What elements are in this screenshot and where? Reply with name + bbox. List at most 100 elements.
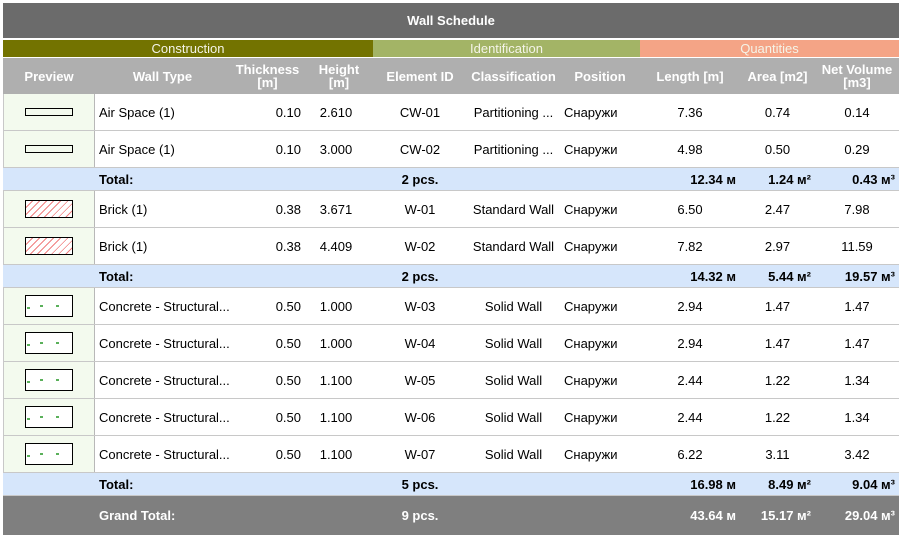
- position-cell: Снаружи: [564, 409, 618, 425]
- classification-cell: Standard Wall: [472, 238, 555, 254]
- column-header-thickness[interactable]: Thickness [m]: [235, 62, 300, 90]
- spacer: [467, 496, 640, 535]
- thickness-cell: 0.50: [275, 409, 301, 425]
- area-cell: 0.50: [764, 141, 791, 157]
- column-header-row: Preview Wall Type Thickness [m] Height [m] E…: [3, 58, 899, 94]
- column-header-area[interactable]: Area [m2]: [747, 68, 808, 84]
- spacer: [3, 496, 95, 535]
- brick-preview-icon: [25, 237, 73, 255]
- preview-cell: [3, 436, 95, 472]
- classification-cell: Partitioning ...: [473, 104, 554, 120]
- section-total-row: Total: 2 pcs. 14.32 м 5.44 м² 19.57 м³: [3, 265, 899, 288]
- net-volume-cell: 0.29: [844, 141, 870, 157]
- total-volume: 9.04 м³: [852, 476, 895, 492]
- height-cell: 1.000: [319, 298, 353, 314]
- total-label: Total:: [99, 268, 134, 284]
- wall-schedule-table: Wall Schedule Construction Identificatio…: [3, 3, 899, 535]
- total-length: 12.34 м: [690, 171, 736, 187]
- height-cell: 1.100: [319, 372, 353, 388]
- table-row[interactable]: Concrete - Structural... 0.50 1.100 W-07 Sol…: [3, 436, 899, 473]
- wall-type-cell: Brick (1): [99, 201, 148, 217]
- spacer: [3, 168, 95, 190]
- position-cell: Снаружи: [564, 104, 618, 120]
- total-count: 5 pcs.: [401, 476, 439, 492]
- total-area: 1.24 м²: [768, 171, 811, 187]
- group-construction: Construction: [3, 40, 373, 57]
- height-cell: 2.610: [319, 104, 353, 120]
- classification-cell: Solid Wall: [484, 409, 543, 425]
- total-volume: 19.57 м³: [844, 268, 895, 284]
- table-row[interactable]: Brick (1) 0.38 3.671 W-01 Standard Wall Снару…: [3, 191, 899, 228]
- area-cell: 2.47: [764, 201, 791, 217]
- preview-cell: [3, 288, 95, 324]
- brick-preview-icon: [25, 200, 73, 218]
- preview-cell: [3, 191, 95, 227]
- table-row[interactable]: Air Space (1) 0.10 3.000 CW-02 Partitioning …: [3, 131, 899, 168]
- column-header-height[interactable]: Height [m]: [318, 62, 360, 90]
- total-volume: 0.43 м³: [852, 171, 895, 187]
- preview-cell: [3, 362, 95, 398]
- area-cell: 1.22: [764, 409, 791, 425]
- column-header-classification[interactable]: Classification: [471, 68, 556, 84]
- section-total-row: Total: 5 pcs. 16.98 м 8.49 м² 9.04 м³: [3, 473, 899, 496]
- spacer: [467, 473, 640, 495]
- spacer: [467, 265, 640, 287]
- classification-cell: Solid Wall: [484, 372, 543, 388]
- schedule-title: Wall Schedule: [3, 3, 899, 38]
- air-space-preview-icon: [25, 108, 73, 116]
- table-row[interactable]: Concrete - Structural... 0.50 1.100 W-05 Sol…: [3, 362, 899, 399]
- length-cell: 4.98: [677, 141, 703, 157]
- position-cell: Снаружи: [564, 446, 618, 462]
- total-label: Total:: [99, 171, 134, 187]
- preview-cell: [3, 228, 95, 264]
- column-header-element-id[interactable]: Element ID: [386, 68, 454, 84]
- section-total-row: Total: 2 pcs. 12.34 м 1.24 м² 0.43 м³: [3, 168, 899, 191]
- net-volume-cell: 7.98: [844, 201, 870, 217]
- column-header-net-volume[interactable]: Net Volume [m3]: [821, 62, 893, 90]
- grand-total-row: Grand Total: 9 pcs. 43.64 м 15.17 м² 29.04 м…: [3, 496, 899, 535]
- table-row[interactable]: Concrete - Structural... 0.50 1.100 W-06 Sol…: [3, 399, 899, 436]
- element-id-cell: W-06: [404, 409, 436, 425]
- length-cell: 2.94: [677, 298, 703, 314]
- grand-total-area: 15.17 м²: [760, 508, 811, 523]
- group-identification: Identification: [373, 40, 640, 57]
- wall-type-cell: Brick (1): [99, 238, 148, 254]
- classification-cell: Partitioning ...: [473, 141, 554, 157]
- element-id-cell: CW-01: [399, 104, 441, 120]
- length-cell: 7.36: [677, 104, 703, 120]
- grand-total-length: 43.64 м: [690, 508, 736, 523]
- area-cell: 1.22: [764, 372, 791, 388]
- spacer: [467, 168, 640, 190]
- element-id-cell: W-07: [404, 446, 436, 462]
- spacer: [3, 265, 95, 287]
- table-body: Air Space (1) 0.10 2.610 CW-01 Partitioning …: [3, 94, 899, 535]
- column-header-preview[interactable]: Preview: [24, 68, 74, 84]
- preview-cell: [3, 131, 95, 167]
- classification-cell: Standard Wall: [472, 201, 555, 217]
- column-header-length[interactable]: Length [m]: [656, 68, 724, 84]
- wall-type-cell: Air Space (1): [99, 141, 175, 157]
- column-header-wall-type[interactable]: Wall Type: [132, 68, 193, 84]
- table-row[interactable]: Concrete - Structural... 0.50 1.000 W-03 Sol…: [3, 288, 899, 325]
- net-volume-cell: 1.34: [844, 372, 870, 388]
- thickness-cell: 0.50: [275, 372, 301, 388]
- column-header-position[interactable]: Position: [574, 68, 626, 84]
- position-cell: Снаружи: [564, 335, 618, 351]
- area-cell: 1.47: [764, 298, 791, 314]
- height-cell: 4.409: [319, 238, 353, 254]
- thickness-cell: 0.10: [275, 141, 301, 157]
- length-cell: 6.50: [677, 201, 703, 217]
- thickness-cell: 0.50: [275, 446, 301, 462]
- element-id-cell: W-01: [404, 201, 436, 217]
- area-cell: 3.11: [765, 446, 790, 462]
- thickness-cell: 0.50: [275, 298, 301, 314]
- net-volume-cell: 1.47: [844, 335, 870, 351]
- total-length: 16.98 м: [690, 476, 736, 492]
- table-row[interactable]: Air Space (1) 0.10 2.610 CW-01 Partitioning …: [3, 94, 899, 131]
- table-row[interactable]: Brick (1) 0.38 4.409 W-02 Standard Wall Снару…: [3, 228, 899, 265]
- table-row[interactable]: Concrete - Structural... 0.50 1.000 W-04 Sol…: [3, 325, 899, 362]
- length-cell: 2.94: [677, 335, 703, 351]
- concrete-preview-icon: [25, 443, 73, 465]
- total-count: 2 pcs.: [401, 171, 439, 187]
- wall-type-cell: Concrete - Structural...: [99, 372, 230, 388]
